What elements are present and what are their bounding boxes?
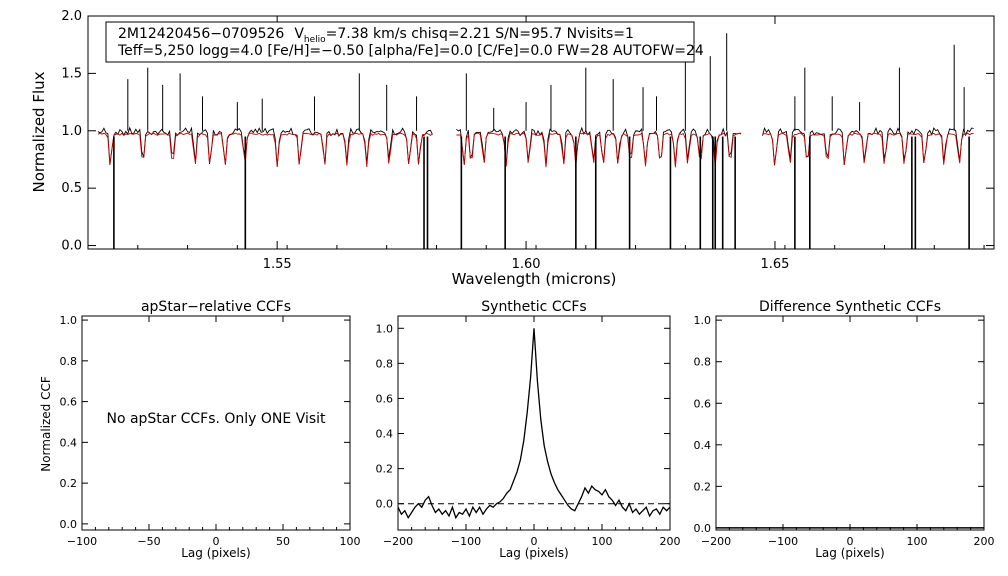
difference-ccf-y-tick-label: 0.4 bbox=[694, 439, 712, 452]
difference-ccf-title: Difference Synthetic CCFs bbox=[759, 299, 941, 315]
difference-ccf-y-tick-label: 0.8 bbox=[694, 356, 712, 369]
spectrum-x-axis-title: Wavelength (microns) bbox=[452, 270, 617, 288]
apstar-ccf-y-tick-label: 0.0 bbox=[60, 518, 78, 531]
synthetic-ccf-y-tick-label: 0.6 bbox=[376, 392, 394, 405]
synthetic-ccf-y-tick-label: 0.8 bbox=[376, 357, 394, 370]
apstar-ccf-title: apStar−relative CCFs bbox=[141, 299, 291, 315]
difference-ccf-x-axis-title: Lag (pixels) bbox=[815, 546, 885, 560]
spectrum-x-tick-label: 1.60 bbox=[512, 257, 541, 272]
spectrum-y-tick-label: 2.0 bbox=[61, 9, 82, 24]
synthetic-spectrum-line bbox=[762, 132, 974, 165]
difference-ccf-x-tick-label: 0 bbox=[847, 535, 854, 548]
synthetic-ccf-x-tick-label: 100 bbox=[592, 535, 613, 548]
info-box-frame bbox=[105, 21, 695, 63]
info-line-1: 2M12420456−0709526 Vhelio=7.38 km/s chisq… bbox=[118, 26, 634, 45]
synthetic-ccf-y-tick-label: 0.0 bbox=[376, 498, 394, 511]
synthetic-ccf-x-tick-label: −200 bbox=[383, 535, 413, 548]
synthetic-ccf-data bbox=[397, 328, 671, 520]
synthetic-spectrum-line bbox=[97, 132, 433, 168]
info-line-2: Teff=5,250 logg=4.0 [Fe/H]=−0.50 [alpha/… bbox=[117, 43, 704, 59]
difference-ccf-x-tick-label: −100 bbox=[768, 535, 798, 548]
spectrum-y-tick-label: 0.5 bbox=[61, 181, 82, 196]
difference-ccf-x-tick-label: 200 bbox=[974, 535, 995, 548]
spectrum-ticks: 1.55 1.60 1.65 0.0 0.5 1.0 1.5 2.0 bbox=[61, 9, 994, 272]
synthetic-ccf-title: Synthetic CCFs bbox=[481, 299, 586, 315]
apstar-ccf-y-tick-label: 1.0 bbox=[60, 314, 78, 327]
apstar-ccf-x-tick-label: 100 bbox=[340, 535, 361, 548]
apstar-ccf-y-tick-label: 0.2 bbox=[60, 477, 78, 490]
synthetic-ccf-axes-frame bbox=[397, 315, 671, 531]
difference-ccf-x-tick-label: 100 bbox=[907, 535, 928, 548]
synthetic-ccf-panel: Synthetic CCFs −200 −100 0 100 200 0.0 0.2 0.4 0… bbox=[376, 299, 681, 560]
difference-ccf-y-tick-label: 0.6 bbox=[694, 397, 712, 410]
info-v-rest: =7.38 km/s chisq=2.21 S/N=95.7 Nvisits=1 bbox=[326, 26, 634, 42]
difference-ccf-y-tick-label: 0.0 bbox=[694, 522, 712, 535]
synthetic-spectrum-line bbox=[456, 132, 742, 168]
spectrum-data bbox=[97, 33, 974, 249]
apstar-ccf-panel: apStar−relative CCFs −100 −50 0 50 100 0.0 0.2… bbox=[39, 299, 361, 560]
spectrum-y-tick-label: 0.0 bbox=[61, 239, 82, 254]
info-star-id: 2M12420456−0709526 bbox=[118, 26, 284, 42]
spectrum-info-box: 2M12420456−0709526 Vhelio=7.38 km/s chisq… bbox=[105, 21, 704, 63]
spectrum-y-tick-label: 1.0 bbox=[61, 124, 82, 139]
observed-spectrum-line bbox=[762, 126, 974, 166]
spectrum-y-axis-title: Normalized Flux bbox=[30, 71, 48, 192]
apstar-ccf-y-tick-label: 0.8 bbox=[60, 355, 78, 368]
synthetic-ccf-x-tick-label: −100 bbox=[451, 535, 481, 548]
info-v-symbol: V bbox=[294, 26, 304, 42]
info-v-subscript: helio bbox=[304, 35, 326, 45]
difference-ccf-axes-frame bbox=[715, 315, 985, 531]
apstar-ccf-y-axis-title: Normalized CCF bbox=[39, 376, 53, 472]
apstar-ccf-ticks: −100 −50 0 50 100 0.0 0.2 0.4 0.6 0.8 1.0 bbox=[60, 314, 361, 548]
difference-ccf-x-tick-label: −200 bbox=[701, 535, 731, 548]
spectrum-axes-frame bbox=[87, 15, 995, 250]
synthetic-ccf-curve bbox=[397, 328, 671, 520]
apstar-ccf-x-tick-label: 50 bbox=[276, 535, 290, 548]
synthetic-ccf-x-axis-title: Lag (pixels) bbox=[499, 546, 569, 560]
observed-spectrum-line bbox=[97, 126, 433, 167]
spectrum-x-tick-label: 1.65 bbox=[760, 257, 789, 272]
difference-ccf-panel: Difference Synthetic CCFs −200 −100 0 100 20… bbox=[694, 299, 995, 560]
difference-ccf-y-tick-label: 0.2 bbox=[694, 480, 712, 493]
synthetic-ccf-y-tick-label: 0.4 bbox=[376, 428, 394, 441]
synthetic-ccf-y-tick-label: 1.0 bbox=[376, 322, 394, 335]
synthetic-ccf-x-tick-label: 200 bbox=[660, 535, 681, 548]
spectrum-panel: 1.55 1.60 1.65 0.0 0.5 1.0 1.5 2.0 Wavelength (… bbox=[30, 9, 995, 288]
spectrum-y-tick-label: 1.5 bbox=[61, 66, 82, 81]
difference-ccf-ticks: −200 −100 0 100 200 0.0 0.2 0.4 0.6 0.8 1.0 bbox=[694, 314, 995, 548]
apstar-ccf-x-tick-label: −50 bbox=[137, 535, 160, 548]
synthetic-ccf-x-tick-label: 0 bbox=[531, 535, 538, 548]
difference-ccf-y-tick-label: 1.0 bbox=[694, 314, 712, 327]
apstar-ccf-x-tick-label: 0 bbox=[213, 535, 220, 548]
synthetic-ccf-ticks: −200 −100 0 100 200 0.0 0.2 0.4 0.6 0.8 1.0 bbox=[376, 316, 681, 548]
apstar-ccf-x-axis-title: Lag (pixels) bbox=[181, 546, 251, 560]
apstar-ccf-y-tick-label: 0.4 bbox=[60, 436, 78, 449]
spectrum-x-tick-label: 1.55 bbox=[263, 257, 292, 272]
apstar-ccf-y-tick-label: 0.6 bbox=[60, 396, 78, 409]
synthetic-ccf-y-tick-label: 0.2 bbox=[376, 463, 394, 476]
apstar-ccf-notice: No apStar CCFs. Only ONE Visit bbox=[106, 411, 326, 427]
apstar-ccf-x-tick-label: −100 bbox=[67, 535, 97, 548]
